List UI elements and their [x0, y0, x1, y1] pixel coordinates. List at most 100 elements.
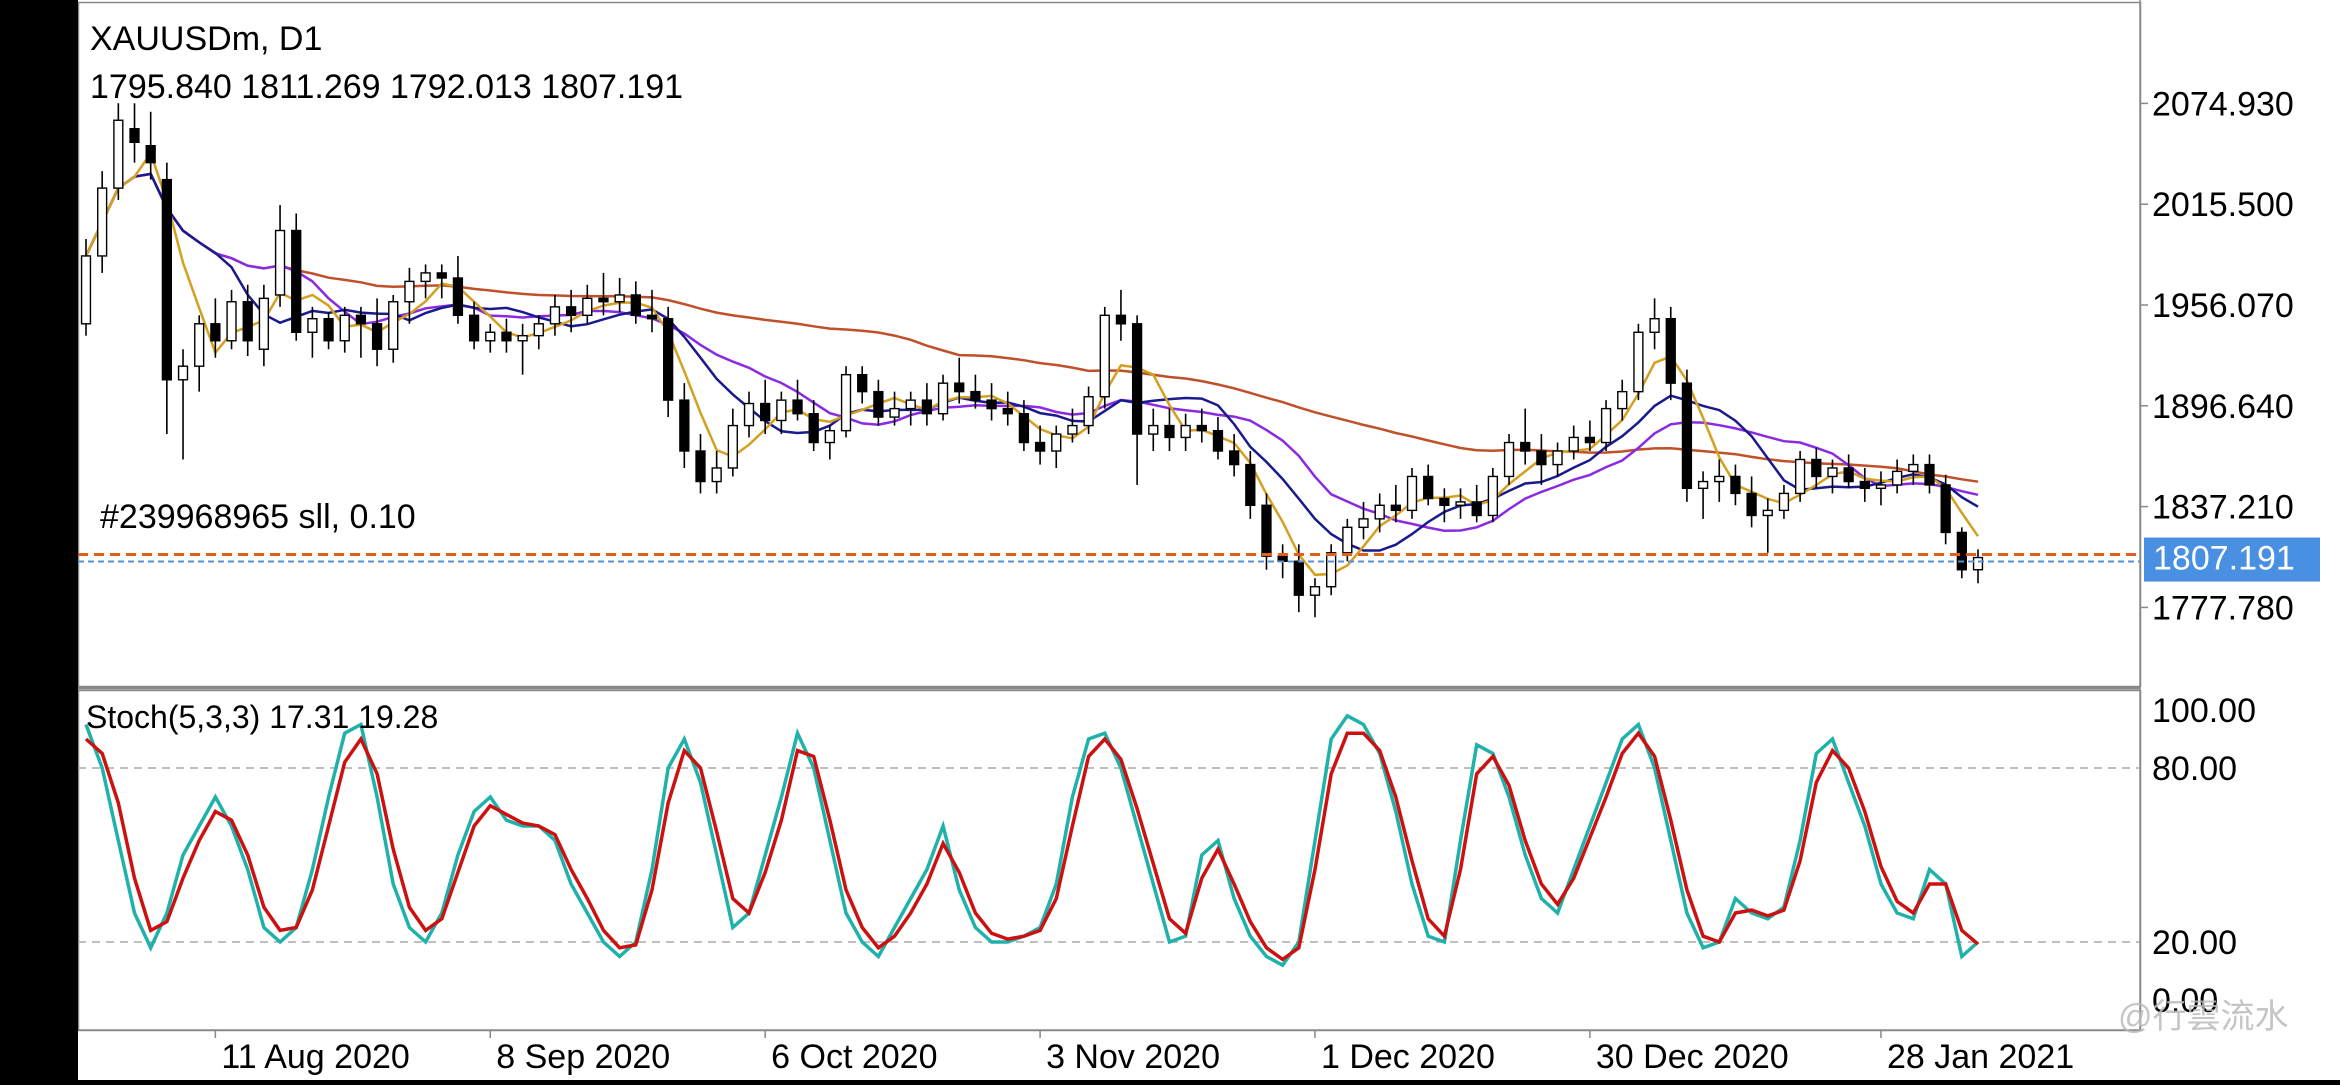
candle[interactable] — [1875, 471, 1887, 506]
candle[interactable] — [695, 434, 706, 494]
candle[interactable] — [792, 379, 803, 421]
candle[interactable] — [129, 103, 140, 163]
candle[interactable] — [905, 391, 916, 426]
candle[interactable] — [1520, 408, 1531, 465]
candle[interactable] — [1390, 484, 1401, 523]
candle[interactable] — [161, 162, 173, 435]
candle[interactable] — [1908, 454, 1919, 485]
candle[interactable] — [1584, 420, 1596, 452]
candle[interactable] — [1374, 493, 1385, 533]
candle[interactable] — [1940, 474, 1951, 545]
candle[interactable] — [1439, 488, 1450, 523]
candle[interactable] — [1326, 544, 1337, 596]
chart-canvas[interactable]: XAUUSDm, D1 1795.840 1811.269 1792.013 1… — [77, 0, 2340, 1080]
candle[interactable] — [743, 391, 755, 438]
candle[interactable] — [452, 255, 464, 324]
candle[interactable] — [1503, 434, 1515, 485]
candle[interactable] — [404, 267, 415, 324]
candle[interactable] — [1018, 400, 1030, 452]
candle[interactable] — [582, 284, 593, 324]
candle[interactable] — [388, 294, 399, 363]
candle[interactable] — [549, 294, 561, 336]
candle[interactable] — [840, 366, 852, 438]
candle[interactable] — [1568, 425, 1579, 460]
candle[interactable] — [1811, 447, 1822, 489]
candle[interactable] — [1002, 391, 1013, 426]
candle[interactable] — [1309, 578, 1321, 618]
candle[interactable] — [194, 315, 205, 392]
candle[interactable] — [598, 272, 609, 316]
candle[interactable] — [1891, 459, 1903, 494]
candle[interactable] — [1827, 459, 1838, 494]
candle[interactable] — [1633, 323, 1644, 401]
candle[interactable] — [1859, 467, 1870, 502]
candle[interactable] — [1423, 464, 1434, 506]
candle[interactable] — [727, 408, 738, 477]
candle[interactable] — [873, 379, 884, 426]
candle[interactable] — [711, 451, 722, 494]
candle[interactable] — [1665, 306, 1676, 401]
candle[interactable] — [1778, 484, 1790, 519]
candle[interactable] — [1730, 464, 1741, 506]
candle[interactable] — [145, 111, 156, 180]
candle[interactable] — [533, 315, 544, 350]
candle[interactable] — [468, 301, 480, 350]
date-axis[interactable]: 11 Aug 2020 8 Sep 2020 6 Oct 2020 3 Nov 202… — [78, 1029, 2140, 1076]
candle[interactable] — [1600, 400, 1612, 452]
candle[interactable] — [1196, 408, 1207, 443]
candle[interactable] — [1228, 434, 1240, 477]
candle[interactable] — [1471, 484, 1482, 523]
candle[interactable] — [1617, 379, 1628, 421]
candle[interactable] — [177, 349, 189, 460]
candle[interactable] — [258, 284, 270, 367]
candle[interactable] — [857, 366, 868, 404]
candle[interactable] — [1649, 298, 1660, 350]
candle[interactable] — [646, 289, 658, 333]
candle[interactable] — [889, 391, 900, 426]
candle[interactable] — [1212, 417, 1224, 460]
candle[interactable] — [339, 306, 350, 353]
candle[interactable] — [420, 264, 431, 299]
candle[interactable] — [921, 383, 933, 426]
candle[interactable] — [307, 306, 318, 358]
candle[interactable] — [1714, 459, 1725, 502]
candle[interactable] — [1115, 289, 1127, 341]
candle[interactable] — [679, 383, 690, 468]
candle[interactable] — [1245, 451, 1256, 519]
candle[interactable] — [485, 323, 496, 353]
candle[interactable] — [226, 289, 237, 350]
candle[interactable] — [1180, 413, 1191, 452]
candle[interactable] — [1406, 467, 1418, 519]
candle[interactable] — [1536, 434, 1547, 485]
chart-root[interactable]: XAUUSDm, D1 1795.840 1811.269 1792.013 1… — [77, 0, 2340, 1080]
candle[interactable] — [1051, 425, 1062, 468]
candle[interactable] — [1455, 488, 1466, 519]
price-axis[interactable]: 2074.930 2015.500 1956.070 1896.640 1837.210… — [2139, 0, 2294, 1030]
candle[interactable] — [436, 264, 447, 299]
candle[interactable] — [1067, 408, 1078, 443]
candle[interactable] — [501, 318, 512, 353]
candle[interactable] — [113, 103, 124, 200]
candle[interactable] — [1034, 425, 1046, 465]
candle[interactable] — [1746, 476, 1757, 528]
candle[interactable] — [1358, 501, 1369, 540]
candle[interactable] — [274, 205, 286, 307]
candle[interactable] — [663, 306, 674, 418]
candle[interactable] — [355, 306, 367, 358]
candle[interactable] — [291, 213, 302, 341]
candle[interactable] — [824, 425, 836, 460]
candle[interactable] — [80, 238, 92, 336]
candle[interactable] — [1924, 454, 1935, 494]
candle[interactable] — [776, 391, 787, 435]
candle[interactable] — [1148, 408, 1159, 452]
candle[interactable] — [1794, 451, 1806, 502]
candle[interactable] — [614, 278, 625, 312]
candle[interactable] — [242, 284, 253, 357]
candle[interactable] — [1083, 386, 1094, 435]
candle[interactable] — [97, 171, 108, 273]
candle[interactable] — [323, 311, 334, 350]
candle[interactable] — [1681, 369, 1693, 502]
candle[interactable] — [1552, 442, 1563, 477]
candle[interactable] — [970, 374, 981, 409]
candle[interactable] — [1956, 527, 1967, 579]
